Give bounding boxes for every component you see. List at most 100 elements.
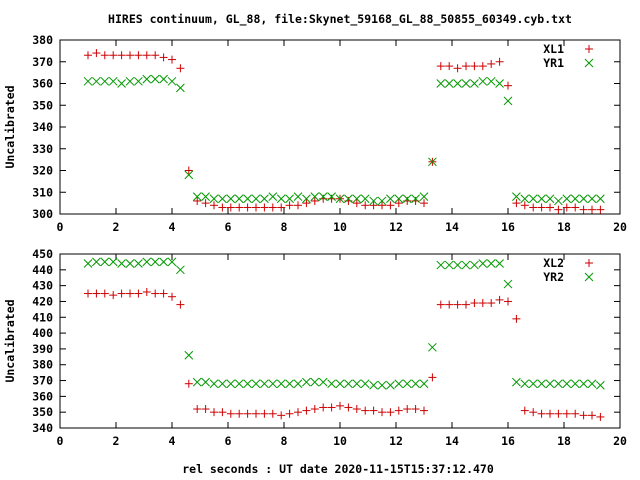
data-point xyxy=(528,194,538,204)
data-point xyxy=(218,408,227,417)
data-point xyxy=(588,205,596,214)
y-tick-label: 360 xyxy=(32,77,53,91)
data-point xyxy=(302,406,311,415)
legend-marker-xl2 xyxy=(585,259,593,267)
data-point xyxy=(134,259,143,268)
data-point-d2 xyxy=(167,257,177,267)
data-point-d2 xyxy=(344,379,353,389)
data-point-d2 xyxy=(100,257,110,267)
data-point xyxy=(419,192,429,201)
data-point xyxy=(352,199,361,208)
data-point-d2 xyxy=(234,379,244,389)
data-point-d2 xyxy=(184,170,194,180)
data-point-d2 xyxy=(260,379,269,389)
data-point-d2 xyxy=(108,257,118,267)
x-tick-label: 16 xyxy=(501,434,515,448)
data-point xyxy=(234,379,244,389)
data-point xyxy=(260,203,269,212)
data-point xyxy=(386,380,395,390)
data-point xyxy=(386,194,395,204)
data-point xyxy=(159,289,168,298)
data-point-d2 xyxy=(554,196,563,206)
x-tick-label: 8 xyxy=(281,220,288,234)
data-point xyxy=(134,289,143,298)
data-point xyxy=(419,379,429,389)
data-point-d2 xyxy=(428,342,437,352)
data-point xyxy=(109,291,118,300)
data-point xyxy=(386,408,395,417)
data-point xyxy=(444,79,454,88)
y-tick-label: 370 xyxy=(32,55,53,69)
data-point xyxy=(453,300,462,309)
data-point-d2 xyxy=(327,379,336,389)
panels: 0 2 4 6 8 10 12 14 16 18 2030031032033034035036037… xyxy=(3,33,627,448)
data-point xyxy=(310,192,320,201)
data-point xyxy=(411,194,420,204)
y-tick-label: 430 xyxy=(32,279,53,293)
data-point-d2 xyxy=(537,194,546,204)
data-point-d2 xyxy=(159,257,168,267)
data-point-d2 xyxy=(570,194,580,204)
data-point xyxy=(318,377,328,387)
x-tick-label: 8 xyxy=(281,434,288,448)
data-point xyxy=(537,409,546,418)
data-point-d2 xyxy=(285,379,294,389)
legend-label-yr1: YR1 xyxy=(543,56,564,70)
data-point-d2 xyxy=(192,192,202,201)
data-point-d2 xyxy=(470,79,479,88)
data-point-d2 xyxy=(453,260,462,270)
x-tick-label: 20 xyxy=(613,220,627,234)
data-point xyxy=(369,196,378,206)
data-point xyxy=(142,74,152,84)
data-point xyxy=(327,379,336,389)
data-point xyxy=(352,405,361,414)
data-point xyxy=(470,299,479,308)
data-point xyxy=(100,76,110,86)
data-point xyxy=(235,203,244,212)
data-point xyxy=(83,259,93,268)
data-point xyxy=(108,257,118,267)
data-point xyxy=(487,59,496,68)
data-point xyxy=(92,49,101,58)
data-point xyxy=(444,260,454,270)
data-point xyxy=(352,379,362,389)
data-point xyxy=(571,409,580,418)
data-point-d2 xyxy=(209,379,219,389)
data-point xyxy=(436,62,445,71)
data-point-d2 xyxy=(117,259,126,268)
data-point xyxy=(512,199,521,208)
data-point-d2 xyxy=(478,76,488,86)
data-point-d2 xyxy=(293,192,303,201)
data-point xyxy=(596,380,605,390)
x-tick-label: 0 xyxy=(57,220,64,234)
data-point-d2 xyxy=(377,196,387,206)
data-point xyxy=(285,409,294,418)
data-point xyxy=(462,62,470,71)
data-point xyxy=(344,379,353,389)
data-point-d2 xyxy=(243,194,252,204)
data-point-d2 xyxy=(461,79,471,88)
chart-panel-1: 0 2 4 6 8 10 12 14 16 18 20 300 310 320 330 340 350 360 37… xyxy=(3,33,627,234)
legend-marker-yr2-d2 xyxy=(584,272,594,282)
data-point xyxy=(218,203,227,212)
data-point-d2 xyxy=(260,194,269,204)
data-point xyxy=(378,201,386,210)
data-point-d2 xyxy=(537,379,546,389)
data-point-d2 xyxy=(243,379,252,389)
data-point-d2 xyxy=(83,259,93,268)
data-point xyxy=(168,55,176,64)
data-point xyxy=(201,199,210,208)
data-point-d2 xyxy=(444,79,454,88)
data-point xyxy=(394,406,403,415)
y-axis-label: Uncalibrated xyxy=(3,299,17,382)
data-point-d2 xyxy=(419,379,429,389)
data-point xyxy=(184,379,193,388)
data-point xyxy=(134,51,143,60)
data-point-d2 xyxy=(268,192,278,201)
data-point-d2 xyxy=(276,194,286,204)
data-point xyxy=(226,203,235,212)
data-point xyxy=(310,196,319,205)
data-point-d2 xyxy=(251,379,261,389)
y-tick-label: 440 xyxy=(32,263,53,277)
y-tick-label: 400 xyxy=(32,326,53,340)
